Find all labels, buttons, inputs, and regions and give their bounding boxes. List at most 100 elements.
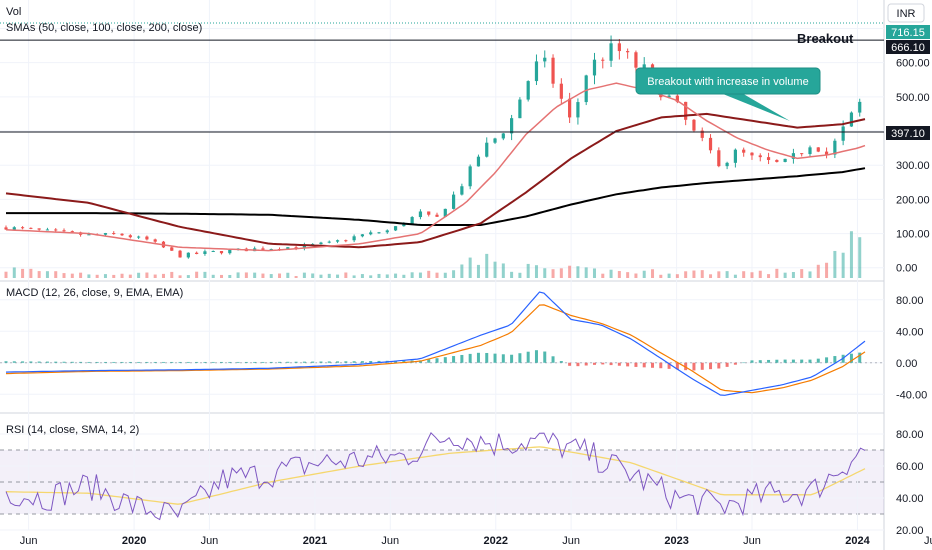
candle-body bbox=[435, 214, 439, 217]
horizontal-levels[interactable] bbox=[0, 22, 884, 133]
candle-body bbox=[120, 233, 124, 236]
currency-badge[interactable]: INR bbox=[887, 3, 925, 23]
volume-bar bbox=[220, 274, 224, 278]
macd-hist-bar bbox=[170, 361, 174, 363]
macd-hist-bar bbox=[369, 361, 373, 363]
rsi-line bbox=[5, 432, 866, 521]
volume-bar bbox=[626, 272, 630, 278]
x-tick-label: Jun bbox=[562, 535, 580, 547]
macd-hist-bar bbox=[344, 361, 348, 363]
volume-bar bbox=[791, 272, 795, 278]
volume-bar bbox=[120, 273, 124, 278]
volume-bar bbox=[128, 274, 132, 278]
macd-hist-bar bbox=[534, 350, 538, 363]
breakout-label[interactable]: Breakout bbox=[797, 31, 854, 46]
volume-bar bbox=[4, 271, 8, 278]
macd-hist-bar bbox=[377, 360, 381, 363]
macd-hist-bar bbox=[253, 361, 257, 363]
x-tick-label: Jun bbox=[743, 535, 761, 547]
y-tick-label: 20.00 bbox=[896, 525, 924, 537]
volume-bar bbox=[311, 273, 315, 278]
macd-hist-bar bbox=[452, 356, 456, 363]
candle-body bbox=[617, 43, 621, 52]
candle-body bbox=[261, 248, 265, 250]
candle-body bbox=[717, 150, 721, 167]
volume-bar bbox=[601, 273, 605, 278]
volume-bar bbox=[369, 275, 373, 278]
candle-body bbox=[402, 223, 406, 227]
candle-body bbox=[526, 81, 530, 100]
x-axis: Jun 2020 Jun 2021 Jun 2022 Jun 2023 Jun 2024 Jun bbox=[20, 535, 932, 547]
macd-hist-bar bbox=[294, 361, 298, 363]
macd-hist-bar bbox=[244, 361, 248, 363]
macd-hist-bar bbox=[178, 361, 182, 363]
macd-hist-bar bbox=[220, 361, 224, 363]
candle-body bbox=[410, 217, 414, 224]
candle-body bbox=[833, 140, 837, 155]
candles[interactable] bbox=[4, 35, 862, 259]
macd-hist-bar bbox=[816, 358, 820, 363]
breakout-level-value: 666.10 bbox=[891, 42, 925, 54]
macd-hist-bar bbox=[692, 362, 696, 371]
macd-hist-bar bbox=[278, 361, 282, 363]
macd-hist-bar bbox=[642, 362, 646, 368]
macd-hist-bar bbox=[145, 361, 149, 363]
volume-bar bbox=[79, 272, 83, 278]
vol-legend[interactable]: Vol bbox=[6, 6, 21, 18]
volume-bar bbox=[261, 273, 265, 278]
candle-body bbox=[841, 126, 845, 141]
candle-body bbox=[725, 162, 729, 167]
macd-hist-bar bbox=[717, 362, 721, 369]
y-tick-label: 60.00 bbox=[896, 461, 924, 473]
sma-legend[interactable]: SMAs (50, close, 100, close, 200, close) bbox=[6, 22, 202, 34]
volume-bar bbox=[385, 274, 389, 278]
volume-bar bbox=[733, 274, 737, 278]
y-tick-label: 0.00 bbox=[896, 358, 917, 370]
volume-bar bbox=[236, 272, 240, 278]
macd-hist-bar bbox=[286, 361, 290, 363]
candle-body bbox=[112, 233, 116, 235]
candle-body bbox=[385, 230, 389, 233]
volume-bar bbox=[294, 276, 298, 278]
y-axis: 700.00600.00500.00400.00300.00200.00100.… bbox=[896, 24, 930, 537]
macd-hist-bar bbox=[236, 361, 240, 363]
candle-body bbox=[29, 227, 33, 229]
callout-box[interactable]: Breakout with increase in volume bbox=[635, 67, 821, 121]
macd-hist-bar bbox=[733, 362, 737, 365]
candle-body bbox=[443, 208, 447, 217]
volume-bar bbox=[767, 274, 771, 278]
candle-body bbox=[816, 147, 820, 152]
macd-hist-bar bbox=[327, 361, 331, 363]
macd-hist-bar bbox=[394, 360, 398, 363]
candle-body bbox=[360, 234, 365, 237]
macd-hist-bar bbox=[775, 359, 779, 363]
volume-bar bbox=[112, 274, 116, 278]
candle-body bbox=[12, 227, 16, 230]
candle-body bbox=[476, 156, 481, 167]
macd-legend[interactable]: MACD (12, 26, close, 9, EMA, EMA) bbox=[6, 287, 183, 299]
macd-hist-bar bbox=[112, 361, 116, 363]
volume-bar bbox=[551, 269, 555, 278]
macd-hist-bar bbox=[609, 362, 613, 366]
candle-body bbox=[418, 211, 423, 218]
rsi-legend[interactable]: RSI (14, close, SMA, 14, 2) bbox=[6, 424, 139, 436]
volume-bar bbox=[145, 272, 149, 278]
macd-hist-bar bbox=[336, 361, 340, 363]
candle-body bbox=[294, 247, 298, 249]
candle-body bbox=[137, 236, 141, 238]
macd-hist-bar bbox=[559, 361, 563, 363]
macd-hist-bar bbox=[12, 361, 16, 363]
macd-hist-bar bbox=[568, 362, 572, 366]
candle-body bbox=[592, 59, 597, 76]
candle-body bbox=[534, 61, 539, 82]
candle-body bbox=[269, 249, 273, 251]
macd-hist-bar bbox=[825, 357, 829, 363]
macd-hist-bar bbox=[833, 356, 837, 363]
candle-body bbox=[4, 227, 8, 230]
candle-body bbox=[327, 241, 331, 243]
volume-bar bbox=[103, 274, 107, 278]
candle-body bbox=[800, 153, 804, 155]
last-price-tag: 716.15 bbox=[886, 25, 930, 39]
volume-bar bbox=[186, 275, 190, 278]
